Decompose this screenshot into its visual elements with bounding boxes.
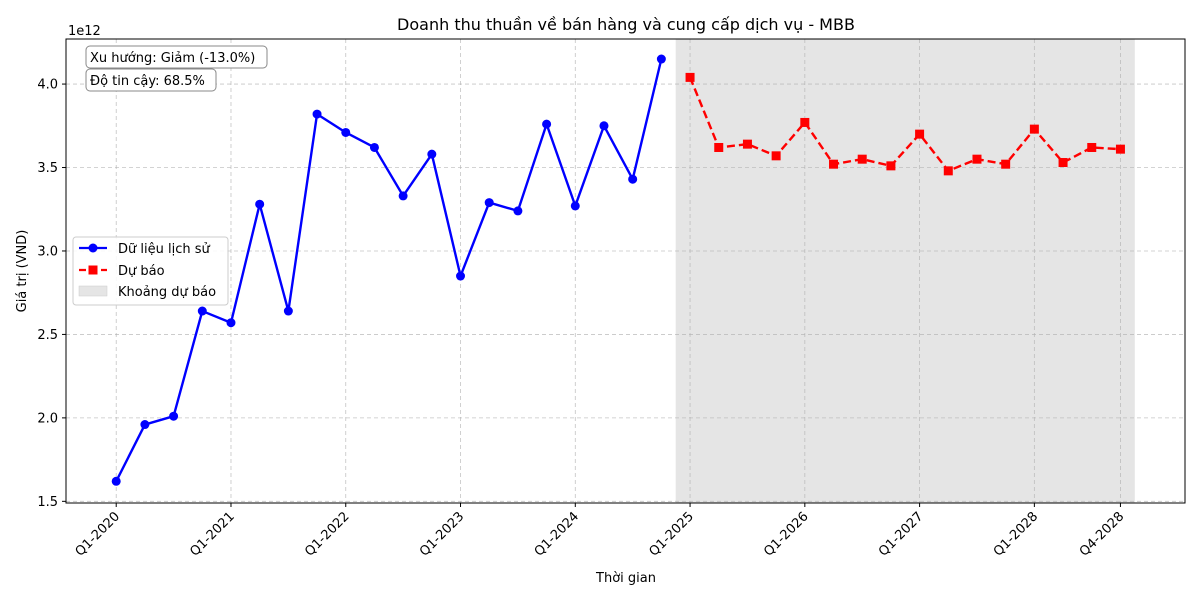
history-point-6 <box>283 306 293 316</box>
forecast-point-8 <box>915 129 925 139</box>
history-point-3 <box>197 306 207 316</box>
legend-item-history: Dữ liệu lịch sử <box>79 242 210 257</box>
legend-item-forecast: Dự báo <box>79 264 165 279</box>
series-line-history <box>115 58 663 482</box>
forecast-point-13 <box>1058 158 1068 168</box>
confidence-annotation-text: Độ tin cậy: 68.5% <box>90 74 205 89</box>
forecast-point-4 <box>800 117 810 127</box>
legend-history-marker <box>88 243 98 253</box>
plot-frame <box>65 38 1186 504</box>
history-point-5 <box>255 199 265 209</box>
series-line-forecast <box>688 76 1121 173</box>
trend-annotation: Xu hướng: Giảm (-13.0%) <box>85 45 268 69</box>
x-axis-label: Thời gian <box>595 571 656 586</box>
legend-forecast-marker <box>88 265 98 275</box>
history-point-17 <box>599 121 609 131</box>
y-tick-label-4: 3.5 <box>37 161 58 176</box>
legend: Dữ liệu lịch sử Dự báo Khoảng dự báo <box>72 236 229 306</box>
legend-band-label: Khoảng dự báo <box>118 285 216 300</box>
forecast-point-5 <box>829 159 839 169</box>
forecast-point-10 <box>972 154 982 164</box>
legend-band-swatch <box>78 285 108 297</box>
history-point-19 <box>656 54 666 64</box>
y-tick-label-3: 3.0 <box>37 244 58 259</box>
legend-forecast-label: Dự báo <box>118 264 165 279</box>
y-tick-label-5: 4.0 <box>37 78 58 93</box>
history-point-4 <box>226 318 236 328</box>
history-point-15 <box>542 119 552 129</box>
forecast-point-14 <box>1087 142 1097 152</box>
forecast-band <box>675 39 1135 503</box>
y-tick-label-1: 2.0 <box>37 411 58 426</box>
forecast-point-1 <box>714 142 724 152</box>
y-offset-label: 1e12 <box>68 24 101 39</box>
history-point-2 <box>169 411 179 421</box>
forecast-point-9 <box>943 166 953 176</box>
forecast-point-3 <box>771 151 781 161</box>
trend-annotation-text: Xu hướng: Giảm (-13.0%) <box>90 51 255 66</box>
history-point-7 <box>312 109 322 119</box>
forecast-point-7 <box>886 161 896 171</box>
history-point-10 <box>398 191 408 201</box>
forecast-point-0 <box>685 72 695 82</box>
history-point-0 <box>111 476 121 486</box>
forecast-point-11 <box>1001 159 1011 169</box>
legend-history-label: Dữ liệu lịch sử <box>118 242 210 257</box>
y-axis-label: Giá trị (VND) <box>15 230 30 313</box>
chart-title: Doanh thu thuần về bán hàng và cung cấp … <box>397 15 855 34</box>
history-point-14 <box>513 206 523 216</box>
history-point-9 <box>369 142 379 152</box>
history-point-11 <box>427 149 437 159</box>
forecast-point-2 <box>742 139 752 149</box>
history-point-18 <box>628 174 638 184</box>
y-tick-label-0: 1.5 <box>37 495 58 510</box>
history-point-12 <box>456 271 466 281</box>
history-point-1 <box>140 420 150 430</box>
y-tick-label-2: 2.5 <box>37 328 58 343</box>
history-point-13 <box>484 198 494 208</box>
forecast-point-6 <box>857 154 867 164</box>
forecast-point-12 <box>1029 124 1039 134</box>
confidence-annotation: Độ tin cậy: 68.5% <box>85 68 217 92</box>
forecast-point-15 <box>1115 144 1125 154</box>
history-point-8 <box>341 127 351 137</box>
history-point-16 <box>570 201 580 211</box>
legend-item-band: Khoảng dự báo <box>78 285 216 300</box>
